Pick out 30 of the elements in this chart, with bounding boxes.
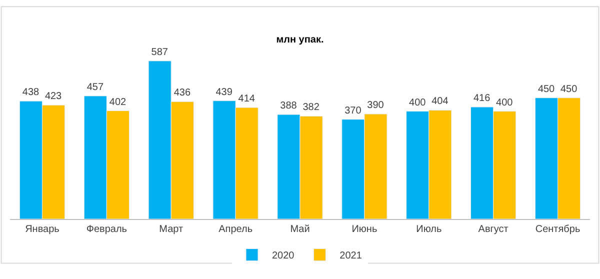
x-tick-label: Август [478, 224, 509, 235]
legend-label: 2021 [340, 250, 362, 262]
x-tick-label: Сентябрь [535, 224, 580, 235]
data-label: 438 [22, 87, 40, 98]
data-label: 390 [367, 100, 384, 111]
data-label: 436 [174, 88, 191, 99]
chart-title: млн упак. [276, 34, 324, 46]
x-tick-label: Апрель [218, 224, 253, 235]
x-tick-label: Март [159, 224, 184, 235]
x-tick-label: Май [290, 224, 310, 235]
data-label: 388 [280, 100, 298, 112]
x-tick-label: Июнь [352, 224, 378, 235]
x-tick-label: Январь [25, 224, 60, 235]
data-label: 587 [151, 46, 168, 58]
data-label: 457 [86, 82, 104, 93]
data-label: 400 [496, 97, 514, 108]
legend-label: 2020 [272, 250, 295, 262]
data-label: 450 [560, 84, 578, 95]
data-label: 414 [238, 94, 256, 105]
data-label: 404 [432, 96, 449, 108]
data-label: 450 [538, 84, 556, 95]
data-label: 439 [216, 86, 233, 98]
data-label: 416 [473, 93, 491, 104]
data-label: 402 [109, 96, 127, 108]
x-tick-label: Июль [416, 224, 442, 235]
data-label: 400 [409, 97, 426, 108]
data-label: 423 [44, 91, 62, 102]
data-label: 370 [344, 105, 362, 116]
x-tick-label: Февраль [86, 224, 127, 235]
data-label: 382 [302, 102, 320, 114]
